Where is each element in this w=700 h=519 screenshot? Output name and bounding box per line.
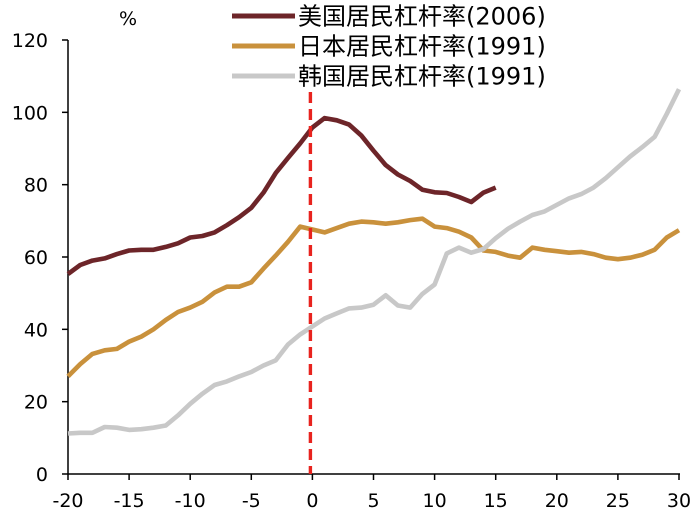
legend: 美国居民杠杆率(2006) 日本居民杠杆率(1991) 韩国居民杠杆率(1991…: [232, 3, 546, 91]
x-tick-label: 0: [306, 490, 318, 512]
x-tick-label: -20: [52, 490, 83, 512]
y-tick-label: 0: [36, 464, 48, 486]
legend-item-korea: 韩国居民杠杆率(1991): [232, 63, 546, 91]
series-line-korea: [67, 88, 682, 436]
x-tick-label: 15: [484, 490, 508, 512]
legend-label-japan: 日本居民杠杆率(1991): [298, 33, 546, 61]
legend-item-japan: 日本居民杠杆率(1991): [232, 33, 546, 61]
legend-label-korea: 韩国居民杠杆率(1991): [298, 63, 546, 91]
x-tick-label: -10: [175, 490, 206, 512]
y-tick-label: 80: [24, 175, 48, 197]
x-tick-label: 20: [545, 490, 569, 512]
x-tick-label: 10: [423, 490, 447, 512]
x-tick-label: 25: [606, 490, 630, 512]
x-tick-label: 5: [367, 490, 379, 512]
y-tick-label: 100: [12, 102, 48, 124]
y-axis-unit-label: %: [119, 8, 137, 30]
series-line-japan: [66, 216, 681, 379]
y-tick-label: 20: [24, 392, 48, 414]
x-tick-label: -5: [242, 490, 261, 512]
x-tick-label: -15: [114, 490, 145, 512]
series-line-us: [66, 115, 497, 276]
y-tick-label: 40: [24, 319, 48, 341]
y-tick-label: 60: [24, 247, 48, 269]
x-tick-label: 30: [667, 490, 691, 512]
series-lines: [66, 88, 682, 436]
axes: [67, 40, 680, 475]
x-axis-ticks: -20 -15 -10 -5 0 5 10 15 20 25 30: [52, 474, 691, 512]
y-tick-label: 120: [12, 30, 48, 52]
legend-label-us: 美国居民杠杆率(2006): [298, 3, 546, 31]
y-axis-ticks: 0 20 40 60 80 100 120: [12, 30, 68, 486]
legend-item-us: 美国居民杠杆率(2006): [232, 3, 546, 31]
